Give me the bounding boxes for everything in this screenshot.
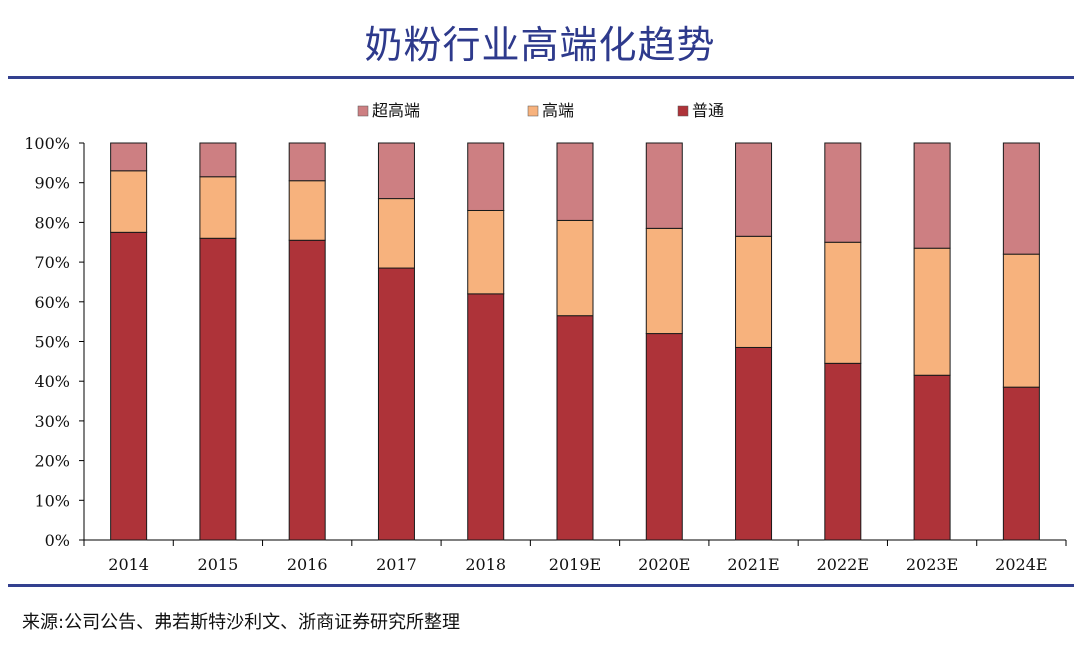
bar-regular (288, 239, 326, 541)
y-tick-label: 60% (34, 293, 70, 312)
stacked-bar-chart: 0% 10% 20% 30% 40% 50% 60% 70% 80% 90% 100% 2014 201… (24, 101, 1067, 574)
legend-swatch-super_premium (357, 105, 369, 117)
y-tick-label: 10% (34, 491, 70, 510)
bar-premium (377, 198, 415, 269)
bar-premium (735, 235, 773, 348)
bar-super_premium (735, 142, 773, 237)
bar-super_premium (824, 142, 862, 243)
bar-super_premium (110, 142, 148, 172)
y-tick-label: 90% (34, 174, 70, 193)
legend-swatch-premium (527, 105, 539, 117)
bar-super_premium (1002, 142, 1040, 255)
page-title: 奶粉行业高端化趋势 (364, 23, 716, 67)
y-tick-label: 50% (34, 333, 70, 352)
bar-regular (735, 346, 773, 541)
bar-regular (377, 267, 415, 541)
y-tick-label: 0% (45, 531, 70, 550)
y-tick-label: 30% (34, 412, 70, 431)
bar-regular (913, 374, 951, 541)
y-tick-label: 80% (34, 213, 70, 232)
bar-premium (1002, 253, 1040, 388)
x-tick-label: 2018 (465, 555, 506, 574)
bar-premium (288, 180, 326, 241)
bar-super_premium (377, 142, 415, 200)
y-tick-label: 70% (34, 253, 70, 272)
bar-super_premium (199, 142, 237, 178)
x-tick-label: 2021E (727, 555, 779, 574)
bar-super_premium (645, 142, 683, 229)
bar-regular (110, 231, 148, 541)
bar-premium (110, 170, 148, 233)
legend-swatch-regular (677, 105, 689, 117)
bar-regular (199, 237, 237, 541)
bar-regular (467, 293, 505, 541)
footer-divider (8, 584, 1074, 587)
bar-super_premium (288, 142, 326, 182)
x-tick-label: 2015 (198, 555, 239, 574)
bar-regular (556, 315, 594, 541)
bar-premium (645, 227, 683, 335)
x-tick-label: 2022E (817, 555, 869, 574)
legend-label-regular: 普通 (692, 101, 724, 120)
x-tick-label: 2020E (638, 555, 690, 574)
source-note: 来源:公司公告、弗若斯特沙利文、浙商证券研究所整理 (22, 612, 461, 633)
bar-super_premium (467, 142, 505, 211)
legend-label-super_premium: 超高端 (372, 101, 420, 120)
bar-premium (556, 219, 594, 317)
legend-label-premium: 高端 (542, 101, 574, 120)
bar-premium (913, 247, 951, 376)
bar-premium (824, 241, 862, 364)
x-tick-label: 2019E (549, 555, 601, 574)
y-tick-label: 40% (34, 372, 70, 391)
x-tick-label: 2024E (995, 555, 1047, 574)
x-tick-label: 2023E (906, 555, 958, 574)
x-tick-label: 2016 (287, 555, 328, 574)
bar-regular (1002, 386, 1040, 541)
y-tick-label: 20% (34, 452, 70, 471)
x-tick-label: 2017 (376, 555, 417, 574)
bar-regular (645, 333, 683, 541)
bar-super_premium (556, 142, 594, 221)
bar-premium (199, 176, 237, 239)
bar-super_premium (913, 142, 951, 249)
bar-premium (467, 209, 505, 295)
title-divider (8, 76, 1074, 79)
bar-regular (824, 362, 862, 541)
x-tick-label: 2014 (108, 555, 149, 574)
y-tick-label: 100% (24, 134, 70, 153)
